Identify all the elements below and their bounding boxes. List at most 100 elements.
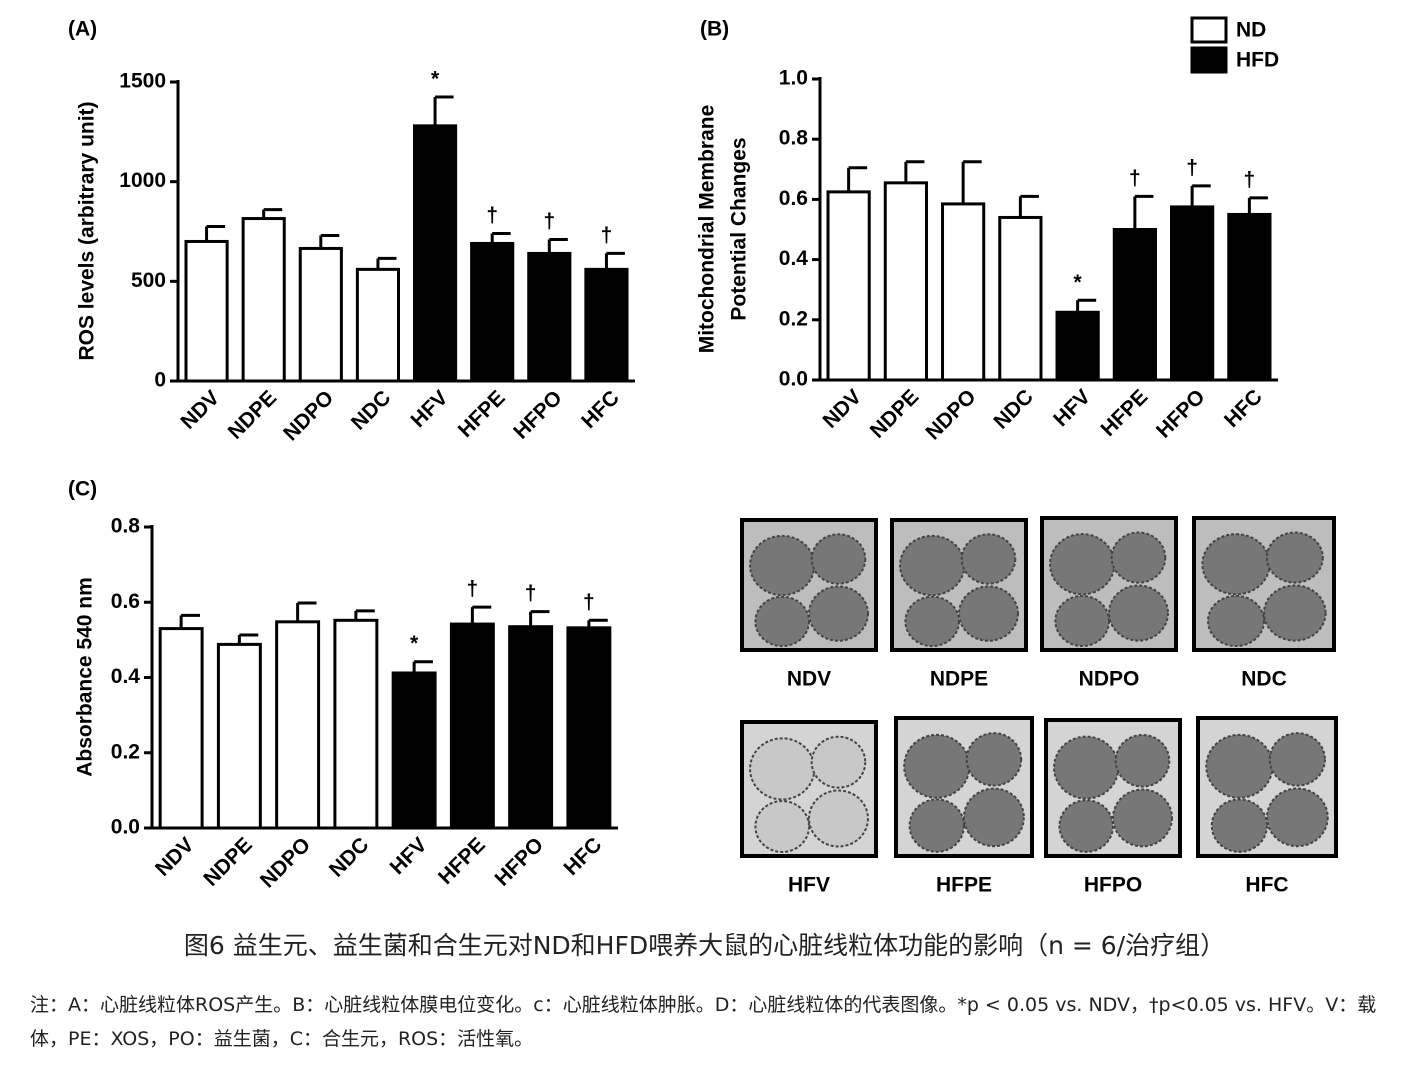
y-tick-label: 500: [131, 269, 166, 292]
mitochondrion: [1207, 594, 1265, 648]
image-label: NDPE: [930, 668, 988, 691]
mitochondrion: [899, 534, 966, 597]
x-tick-label: NDV: [176, 386, 224, 434]
y-axis-label: Absorbance 540 nm: [74, 577, 97, 777]
y-tick-label: 0.8: [779, 127, 809, 150]
y-tick-label: 0.6: [111, 590, 140, 613]
mitochondrion: [749, 737, 816, 801]
bar: [412, 124, 458, 383]
figure: (A) ROS levels (arbitrary unit) 0 500 1000 15…: [68, 16, 1338, 897]
bar: [883, 181, 928, 382]
y-tick-label: 0.6: [779, 187, 808, 210]
significance-mark: †: [486, 204, 498, 227]
significance-mark: †: [525, 582, 537, 605]
x-tick-label: HFC: [1220, 385, 1267, 432]
note: 注：A：心脏线粒体ROS产生。B：心脏线粒体膜电位变化。c：心脏线粒体肿胀。D：…: [30, 994, 1377, 1050]
y-axis-label: Potential Changes: [728, 137, 751, 320]
mitochondrion: [1049, 533, 1116, 596]
y-tick-label: 0.4: [111, 665, 141, 688]
y-tick-label: 1.0: [779, 67, 808, 90]
x-tick-label: HFPE: [454, 386, 510, 442]
y-tick-label: 1500: [119, 70, 166, 93]
x-tick-label: NDC: [989, 385, 1037, 433]
y-tick-label: 0.4: [779, 247, 809, 270]
bar: [1170, 205, 1215, 382]
image-label: HFC: [1245, 874, 1288, 897]
bar: [1055, 310, 1100, 382]
bar: [470, 241, 515, 383]
legend-label: ND: [1236, 19, 1266, 42]
x-tick-label: NDV: [818, 385, 866, 433]
bar: [527, 251, 572, 383]
mitochondrion: [960, 533, 1017, 585]
image-label: NDV: [787, 668, 831, 691]
x-tick-label: HFPO: [1152, 385, 1210, 443]
bar: [826, 190, 871, 382]
mitochondrion: [1108, 584, 1169, 642]
y-axis-label: ROS levels (arbitrary unit): [76, 101, 99, 360]
legend-swatch: [1190, 16, 1228, 44]
bar: [158, 627, 204, 830]
mitochondrion: [1268, 732, 1326, 787]
y-tick-label: 0.0: [779, 368, 808, 391]
significance-mark: *: [431, 67, 440, 90]
bar: [998, 215, 1043, 382]
mitochondrion: [810, 533, 867, 585]
x-tick-label: NDPO: [279, 386, 338, 445]
mitochondrion: [903, 733, 971, 799]
bar: [941, 202, 986, 382]
significance-mark: †: [1129, 167, 1141, 190]
mitochondrion: [1110, 531, 1167, 584]
bar: [184, 239, 229, 383]
mitochondrion: [808, 789, 869, 848]
x-tick-label: HFPO: [509, 386, 567, 444]
significance-mark: †: [543, 210, 555, 233]
y-tick-label: 0.8: [111, 515, 141, 538]
bar: [275, 620, 321, 830]
x-tick-label: HFPE: [1096, 385, 1152, 441]
bar: [1112, 228, 1157, 382]
bar: [298, 246, 343, 383]
mitochondrion: [749, 534, 816, 597]
mitochondrion: [1210, 798, 1269, 853]
image-label: HFPE: [936, 874, 992, 897]
y-axis-label: Mitochondrial Membrane: [696, 105, 719, 354]
image-label: HFPO: [1084, 874, 1142, 897]
significance-mark: †: [1244, 168, 1256, 191]
mitochondrion: [965, 732, 1023, 787]
x-tick-label: NDV: [151, 833, 199, 881]
mitochondrion: [754, 800, 811, 853]
mitochondrion: [1054, 594, 1110, 648]
y-tick-label: 0.2: [779, 307, 808, 330]
mitochondrion: [1058, 799, 1114, 853]
mitochondrion: [1112, 788, 1173, 848]
mitochondrion: [1266, 787, 1329, 848]
x-tick-label: HFV: [1049, 385, 1095, 431]
significance-mark: †: [583, 591, 595, 614]
mitochondrion: [754, 595, 811, 648]
x-tick-label: HFPE: [434, 833, 490, 889]
x-tick-label: NDC: [325, 833, 373, 881]
x-tick-label: HFC: [577, 386, 624, 433]
mitochondrion: [963, 787, 1025, 848]
bar: [566, 626, 612, 830]
x-tick-label: NDPE: [866, 385, 924, 443]
bar: [1227, 212, 1272, 382]
bar: [241, 217, 286, 383]
mitochondrion: [1114, 733, 1171, 788]
x-tick-label: NDPE: [199, 833, 257, 891]
mitochondrion: [1201, 533, 1271, 596]
x-tick-label: HFPO: [491, 833, 549, 891]
x-tick-label: NDPE: [224, 386, 282, 444]
mitochondrion: [908, 798, 965, 853]
significance-mark: †: [467, 578, 479, 601]
significance-mark: *: [1074, 271, 1083, 294]
x-tick-label: NDC: [347, 386, 395, 434]
mitochondrion: [1265, 531, 1324, 584]
significance-mark: †: [601, 224, 613, 247]
y-tick-label: 0.2: [111, 740, 140, 763]
mitochondrion: [810, 735, 867, 789]
mitochondrion: [904, 595, 961, 648]
legend-swatch: [1190, 46, 1228, 74]
bar: [333, 618, 379, 830]
